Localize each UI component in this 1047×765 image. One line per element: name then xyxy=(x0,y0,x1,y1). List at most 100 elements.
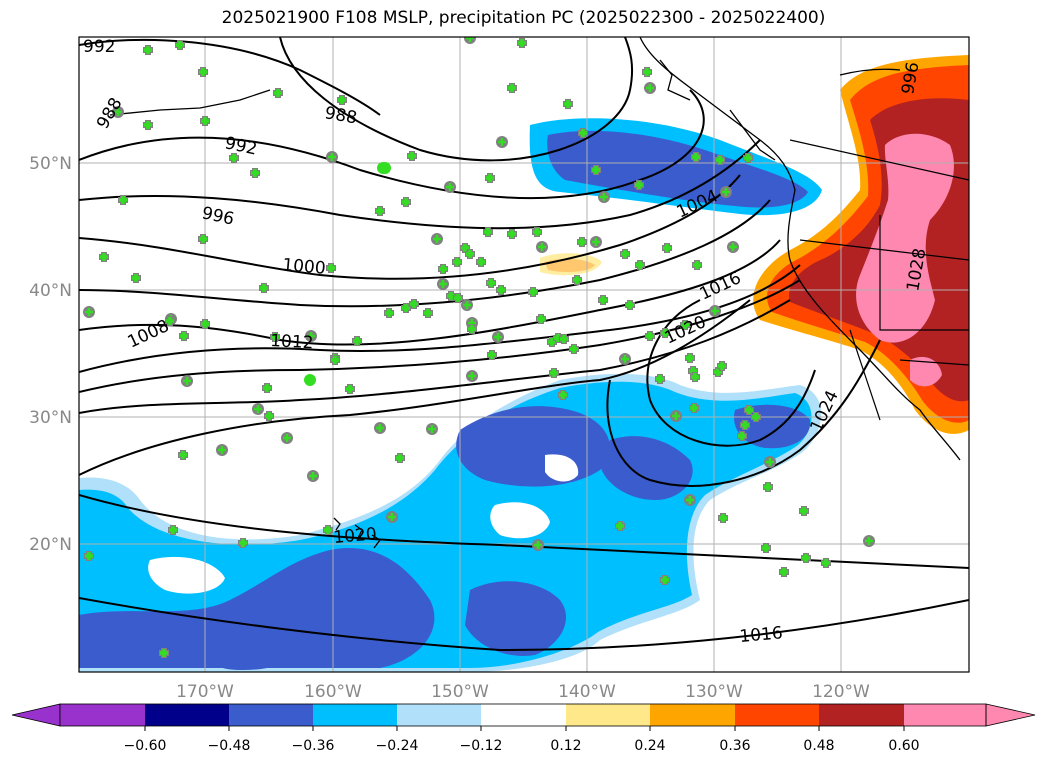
station-marker xyxy=(454,294,462,302)
station-marker xyxy=(388,513,396,521)
colorbar-tick-label: 0.12 xyxy=(550,738,581,754)
station-marker xyxy=(428,425,436,433)
station-marker xyxy=(180,332,188,340)
station-marker xyxy=(621,355,629,363)
station-marker xyxy=(263,384,271,392)
station-marker xyxy=(176,41,184,49)
station-marker xyxy=(663,244,671,252)
station-marker xyxy=(752,413,760,421)
colorbar-tick-label: 0.60 xyxy=(888,738,919,754)
station-marker xyxy=(439,280,447,288)
colorbar-under-extension xyxy=(11,703,61,727)
station-marker xyxy=(762,544,770,552)
colorbar-tick-label: −0.48 xyxy=(208,738,251,754)
colorbar-tick-label: −0.36 xyxy=(292,738,335,754)
station-marker xyxy=(453,258,461,266)
colorbar-segment xyxy=(650,704,735,726)
station-marker xyxy=(304,374,316,386)
colorbar-segment xyxy=(60,704,145,726)
station-marker xyxy=(780,568,788,576)
station-marker xyxy=(327,264,335,272)
colorbar-tick-label: −0.60 xyxy=(124,738,167,754)
station-marker xyxy=(274,89,282,97)
isobar-label: 1012 xyxy=(270,331,314,353)
station-marker xyxy=(179,451,187,459)
station-marker xyxy=(718,362,726,370)
station-marker xyxy=(433,235,441,243)
station-marker xyxy=(468,372,476,380)
negative-precip-shading xyxy=(79,118,822,672)
station-marker xyxy=(600,193,608,201)
station-marker xyxy=(690,404,698,412)
isobar-label: 1020 xyxy=(333,524,378,548)
station-marker xyxy=(166,317,174,325)
colorbar-segment xyxy=(397,704,481,726)
station-marker xyxy=(379,162,391,174)
station-marker xyxy=(251,169,259,177)
station-marker xyxy=(376,207,384,215)
station-marker xyxy=(396,454,404,462)
colorbar-tick-label: −0.24 xyxy=(376,738,419,754)
station-marker xyxy=(338,96,346,104)
isobar-labels: 992 988 992 996 1000 1004 1008 1012 1016… xyxy=(83,37,930,647)
station-marker xyxy=(616,522,624,530)
colorbar-segment xyxy=(145,704,229,726)
station-marker xyxy=(716,156,724,164)
station-marker xyxy=(477,258,485,266)
longitude-labels: 170°W 160°W 150°W 140°W 130°W 120°W xyxy=(176,682,870,702)
colorbar-segment xyxy=(481,704,566,726)
station-marker xyxy=(661,329,669,337)
station-marker xyxy=(686,354,694,362)
station-marker xyxy=(559,391,567,399)
station-marker xyxy=(307,332,315,340)
colorbar-over-extension xyxy=(985,703,1036,727)
station-marker xyxy=(402,198,410,206)
station-marker xyxy=(408,152,416,160)
station-marker xyxy=(508,84,516,92)
station-marker xyxy=(646,332,654,340)
station-marker xyxy=(738,432,746,440)
station-marker xyxy=(160,649,168,657)
colorbar-tick-label: 0.36 xyxy=(719,738,750,754)
lon-label-130w: 130°W xyxy=(685,682,743,702)
isobar-label: 1000 xyxy=(282,255,327,279)
coastlines xyxy=(109,37,961,549)
station-marker xyxy=(722,188,730,196)
station-marker xyxy=(466,37,474,42)
station-marker xyxy=(353,337,361,345)
lat-label-50n: 50°N xyxy=(29,154,72,174)
lat-label-30n: 30°N xyxy=(29,408,72,428)
station-marker xyxy=(570,345,578,353)
station-marker xyxy=(744,154,752,162)
station-marker xyxy=(635,181,643,189)
station-marker xyxy=(643,68,651,76)
lon-label-170w: 170°W xyxy=(176,682,234,702)
station-marker xyxy=(424,309,432,317)
station-marker xyxy=(486,174,494,182)
station-marker xyxy=(800,507,808,515)
station-marker xyxy=(560,335,568,343)
station-marker xyxy=(621,250,629,258)
station-marker xyxy=(764,483,772,491)
station-marker xyxy=(672,412,680,420)
colorbar-segment xyxy=(819,704,904,726)
station-marker xyxy=(719,514,727,522)
station-marker xyxy=(564,100,572,108)
station-marker xyxy=(309,472,317,480)
station-marker xyxy=(410,300,418,308)
station-marker xyxy=(729,243,737,251)
station-marker xyxy=(376,424,384,432)
station-marker xyxy=(636,261,644,269)
lon-label-140w: 140°W xyxy=(558,682,616,702)
colorbar-segment xyxy=(229,704,313,726)
station-marker xyxy=(265,412,273,420)
station-marker xyxy=(691,373,699,381)
colorbar-segment xyxy=(313,704,397,726)
station-marker xyxy=(693,261,701,269)
station-marker xyxy=(119,196,127,204)
station-marker xyxy=(802,554,810,562)
colorbar: −0.60 −0.48 −0.36 −0.24 −0.12 0.12 0.24 … xyxy=(11,703,1036,754)
station-marker xyxy=(822,559,830,567)
lat-label-40n: 40°N xyxy=(29,281,72,301)
